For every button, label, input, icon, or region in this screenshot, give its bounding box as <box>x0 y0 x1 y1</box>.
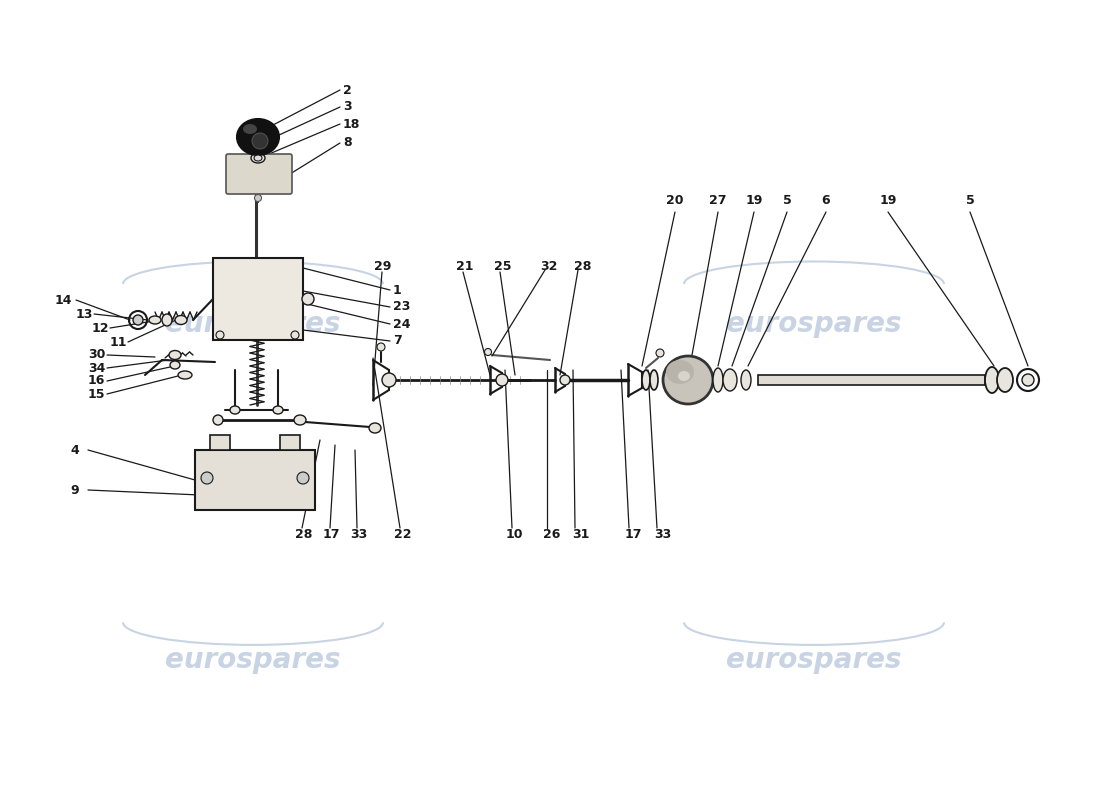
Text: 28: 28 <box>574 261 592 274</box>
Text: 33: 33 <box>350 529 367 542</box>
Text: 13: 13 <box>76 307 94 321</box>
Text: 2: 2 <box>343 83 352 97</box>
Ellipse shape <box>148 316 161 324</box>
Circle shape <box>213 415 223 425</box>
Ellipse shape <box>243 124 257 134</box>
Text: eurospares: eurospares <box>726 646 902 674</box>
Circle shape <box>254 194 262 202</box>
Circle shape <box>216 331 224 339</box>
Ellipse shape <box>650 370 658 390</box>
Text: 25: 25 <box>494 261 512 274</box>
Ellipse shape <box>169 350 182 359</box>
Text: 27: 27 <box>710 194 727 206</box>
Text: eurospares: eurospares <box>726 310 902 338</box>
Text: 33: 33 <box>654 529 671 542</box>
Text: 30: 30 <box>88 349 106 362</box>
Circle shape <box>656 349 664 357</box>
FancyBboxPatch shape <box>226 154 292 194</box>
Circle shape <box>302 293 313 305</box>
Text: 14: 14 <box>55 294 73 306</box>
Circle shape <box>560 375 570 385</box>
Text: 12: 12 <box>92 322 110 334</box>
Text: 5: 5 <box>966 194 975 206</box>
Ellipse shape <box>368 423 381 433</box>
Bar <box>280 435 300 450</box>
Text: 9: 9 <box>70 483 78 497</box>
Ellipse shape <box>133 315 143 325</box>
Text: 19: 19 <box>746 194 762 206</box>
Text: 34: 34 <box>88 362 106 374</box>
Text: 16: 16 <box>88 374 106 387</box>
Circle shape <box>484 349 492 355</box>
Ellipse shape <box>162 314 172 326</box>
Text: 8: 8 <box>343 137 352 150</box>
Ellipse shape <box>723 369 737 391</box>
Text: 22: 22 <box>394 529 411 542</box>
Ellipse shape <box>642 370 650 390</box>
Circle shape <box>201 472 213 484</box>
Ellipse shape <box>713 368 723 392</box>
Ellipse shape <box>254 155 262 161</box>
Bar <box>758 375 984 385</box>
Text: 10: 10 <box>506 529 524 542</box>
Bar <box>210 435 230 450</box>
Text: 31: 31 <box>572 529 590 542</box>
Circle shape <box>496 374 508 386</box>
Text: 7: 7 <box>393 334 402 347</box>
Text: 20: 20 <box>667 194 684 206</box>
Circle shape <box>252 133 268 149</box>
Ellipse shape <box>230 406 240 414</box>
Text: 18: 18 <box>343 118 361 130</box>
Text: eurospares: eurospares <box>165 310 341 338</box>
Text: 11: 11 <box>110 335 128 349</box>
Text: 28: 28 <box>295 529 312 542</box>
Ellipse shape <box>178 371 192 379</box>
Ellipse shape <box>273 406 283 414</box>
Text: 26: 26 <box>543 529 560 542</box>
Ellipse shape <box>984 367 999 393</box>
Circle shape <box>297 472 309 484</box>
Text: 23: 23 <box>393 301 410 314</box>
Ellipse shape <box>997 368 1013 392</box>
Ellipse shape <box>678 371 690 381</box>
Text: 17: 17 <box>323 529 341 542</box>
Ellipse shape <box>251 153 265 163</box>
Ellipse shape <box>175 315 187 325</box>
Circle shape <box>377 343 385 351</box>
Ellipse shape <box>294 415 306 425</box>
Text: 1: 1 <box>393 283 402 297</box>
Ellipse shape <box>663 356 713 404</box>
Ellipse shape <box>741 370 751 390</box>
Text: 32: 32 <box>540 261 558 274</box>
Text: eurospares: eurospares <box>165 646 341 674</box>
Text: 15: 15 <box>88 387 106 401</box>
Circle shape <box>1022 374 1034 386</box>
Text: 4: 4 <box>70 443 79 457</box>
Bar <box>195 450 315 510</box>
Ellipse shape <box>170 361 180 369</box>
Text: 19: 19 <box>879 194 896 206</box>
Text: 3: 3 <box>343 101 352 114</box>
Circle shape <box>292 331 299 339</box>
Text: 17: 17 <box>625 529 642 542</box>
Circle shape <box>382 373 396 387</box>
Text: 29: 29 <box>374 261 392 274</box>
Text: 24: 24 <box>393 318 410 330</box>
Text: 21: 21 <box>456 261 473 274</box>
Text: 5: 5 <box>782 194 791 206</box>
Ellipse shape <box>236 119 279 155</box>
Ellipse shape <box>666 360 694 384</box>
Bar <box>213 258 302 340</box>
Text: 6: 6 <box>822 194 830 206</box>
